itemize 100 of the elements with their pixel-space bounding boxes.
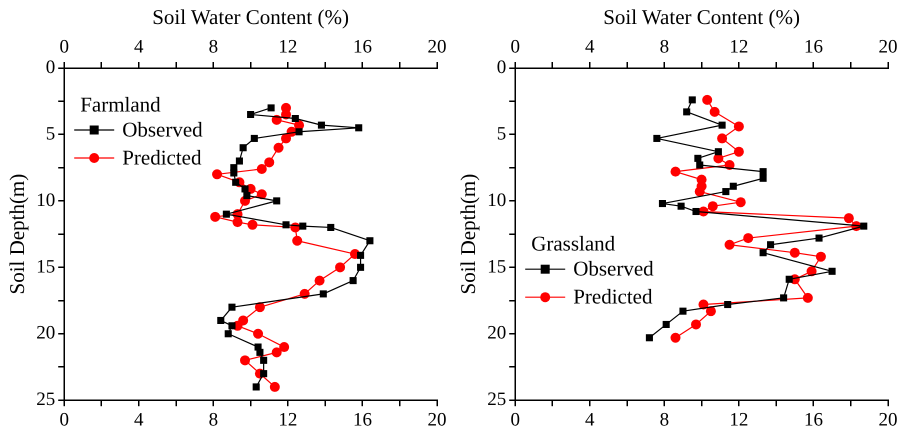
point [708,201,718,212]
point [710,106,720,117]
point [786,276,793,283]
legend-label: Observed [573,256,654,281]
point [217,316,224,324]
y-tick-label: 5 [496,123,506,144]
point [212,169,222,180]
point [724,300,732,308]
point [678,202,685,210]
point [232,217,243,228]
point [274,142,284,153]
x2-axis-title: Soil Water Content (%) [152,5,350,30]
point [224,330,232,338]
point [860,222,868,230]
point [760,174,767,182]
legend-title: Grassland [531,232,616,256]
x2-tick-label: 4 [585,36,596,58]
point [736,197,746,208]
point [247,220,258,230]
point [243,192,250,200]
y-tick-label: 10 [36,190,56,211]
y-tick-label: 15 [36,256,56,278]
point [802,292,813,303]
x2-tick-label: 0 [510,36,520,58]
x-tick-label: 16 [804,410,823,431]
point [688,96,696,104]
point [279,342,290,352]
point [228,322,236,330]
y-tick-label: 25 [487,389,506,410]
x2-tick-label: 12 [278,36,298,58]
point [232,178,240,186]
point [272,347,282,358]
legend-label: Predicted [122,146,202,170]
x2-tick-label: 8 [208,36,218,58]
point [240,144,247,152]
point [683,108,690,116]
y-tick-label: 25 [36,389,56,410]
point [292,236,302,246]
x-tick-label: 8 [660,410,670,431]
point [270,382,280,392]
point [722,188,730,196]
y-axis-title: Soil Depth(m) [456,174,480,294]
point [670,332,681,343]
point [828,268,836,275]
point [702,94,712,105]
x2-tick-label: 4 [134,36,144,58]
point [718,122,726,129]
point [714,148,722,156]
point [230,169,238,177]
point [281,133,292,144]
point [679,308,686,315]
point [210,212,220,222]
point [790,248,800,258]
x-tick-label: 4 [585,410,596,431]
point [355,124,362,132]
point [253,328,264,339]
point [260,356,268,364]
y-tick-label: 20 [487,322,506,344]
point [268,104,275,112]
point [717,133,728,144]
x2-tick-label: 8 [660,36,670,58]
point [350,277,357,284]
point [816,252,826,262]
y-tick-label: 15 [487,256,506,278]
x-tick-label: 12 [278,410,298,431]
point [646,334,653,342]
x-tick-label: 12 [729,410,748,431]
x2-tick-label: 16 [352,36,372,58]
x2-tick-label: 20 [878,36,898,58]
x-tick-label: 20 [428,410,446,431]
point [314,276,325,286]
point [357,264,364,271]
point [292,114,299,122]
point [250,134,258,142]
point [254,302,265,312]
y-tick-label: 0 [496,56,506,78]
x-tick-label: 4 [134,410,144,431]
point [299,222,306,230]
point [662,320,670,328]
point [706,306,716,316]
x-tick-label: 0 [59,410,69,431]
point [241,185,249,192]
y-tick-label: 5 [46,123,56,144]
x2-tick-label: 0 [59,36,69,58]
point [760,249,767,256]
point [734,121,744,132]
point [357,252,364,259]
point [252,383,260,390]
point [320,290,327,298]
point [724,240,735,250]
point [653,134,660,142]
point [691,319,702,330]
legend-label: Observed [122,118,204,142]
point [260,370,268,378]
y-tick-label: 20 [36,322,56,344]
point [815,234,823,242]
point [692,208,700,216]
point [335,262,346,272]
point [273,197,280,204]
legend-title: Farmland [80,92,162,117]
